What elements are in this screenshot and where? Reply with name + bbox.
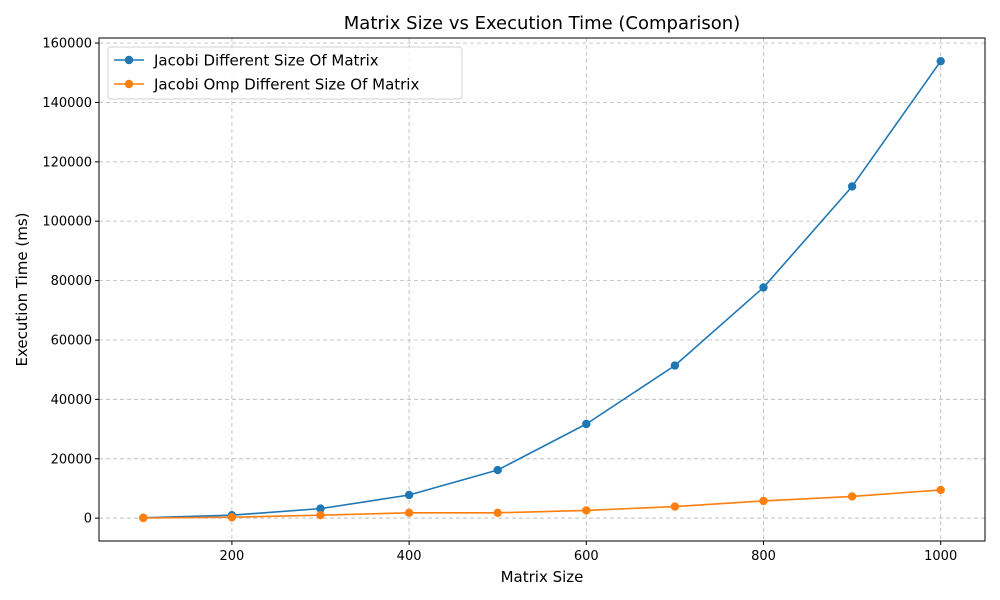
data-point — [227, 513, 237, 522]
x-tick-label: 400 — [397, 549, 422, 564]
data-point — [582, 419, 591, 429]
plot-frame — [98, 37, 986, 542]
y-tick-label: 120000 — [42, 155, 92, 170]
y-axis-label: Execution Time (ms) — [13, 213, 31, 367]
chart-title: Matrix Size vs Execution Time (Compariso… — [344, 13, 740, 34]
x-axis-ticks: 200 400 600 800 1000 — [219, 541, 957, 564]
data-point — [759, 283, 768, 292]
legend-marker — [124, 55, 134, 65]
series-2 — [139, 485, 945, 523]
legend-item: Jacobi Different Size Of Matrix — [114, 52, 379, 70]
y-tick-label: 80000 — [51, 274, 92, 289]
y-tick-label: 40000 — [51, 393, 92, 408]
y-tick-label: 140000 — [42, 96, 92, 111]
series-line — [143, 489, 941, 519]
x-tick-label: 600 — [574, 549, 599, 564]
y-tick-label: 100000 — [42, 215, 92, 230]
data-point — [847, 182, 857, 191]
x-tick-label: 1000 — [924, 549, 957, 564]
data-point — [316, 504, 325, 513]
data-point — [139, 513, 148, 523]
y-tick-label: 160000 — [42, 37, 92, 52]
y-tick-label: 0 — [84, 512, 92, 527]
data-point — [936, 485, 945, 495]
series-line — [143, 60, 942, 519]
legend: Jacobi Different Size Of Matrix Jacobi Om… — [107, 46, 463, 100]
legend-item: Jacobi Omp Different Size Of Matrix — [114, 76, 419, 94]
y-axis-ticks: 0 20000 40000 60000 80000 100000 120000 140000 1… — [42, 37, 99, 527]
data-point — [670, 502, 680, 511]
x-tick-label: 200 — [219, 549, 244, 564]
legend-box — [107, 46, 463, 100]
x-axis-label: Matrix Size — [501, 568, 584, 586]
data-point — [936, 56, 945, 66]
series-layer — [139, 56, 945, 523]
legend-items: Jacobi Different Size Of Matrix Jacobi Om… — [114, 52, 419, 94]
data-point — [404, 508, 414, 517]
legend-label: Jacobi Different Size Of Matrix — [153, 52, 379, 70]
y-tick-label: 60000 — [51, 333, 92, 348]
data-point — [670, 361, 680, 370]
grid — [99, 38, 985, 541]
data-point — [404, 490, 414, 500]
data-point — [316, 510, 325, 520]
legend-label: Jacobi Omp Different Size Of Matrix — [153, 76, 419, 94]
legend-marker — [124, 79, 134, 89]
data-point — [582, 506, 591, 515]
data-point — [493, 508, 502, 517]
y-tick-label: 20000 — [51, 452, 92, 467]
data-point — [493, 465, 502, 475]
data-point — [759, 496, 768, 506]
data-point — [847, 492, 857, 501]
x-tick-label: 800 — [751, 549, 776, 564]
